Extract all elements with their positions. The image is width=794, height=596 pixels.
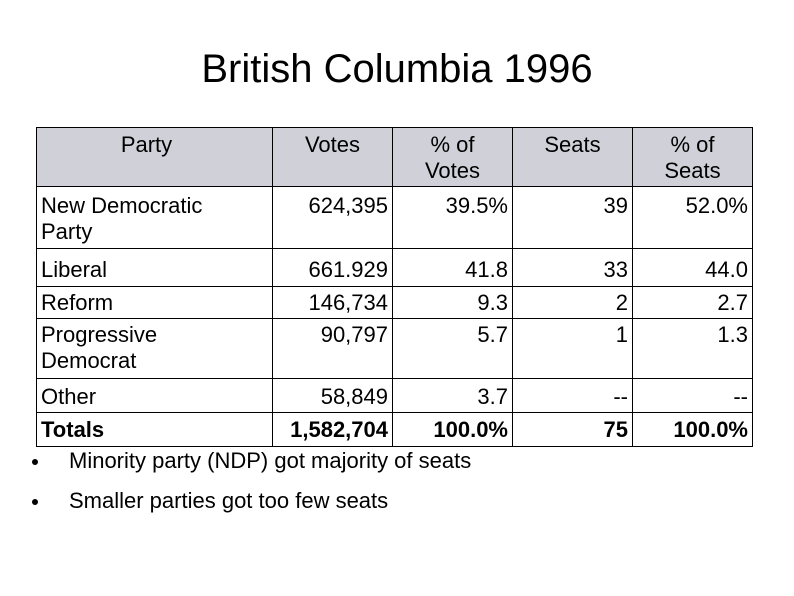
seats-cell: 33 <box>512 248 633 287</box>
totals-pct-votes: 100.0% <box>392 412 513 447</box>
party-cell: Progressive Democrat <box>36 318 273 379</box>
pct-seats-cell: 2.7 <box>632 286 753 319</box>
header-pct-seats: % of Seats <box>632 127 753 187</box>
pct-seats-cell: 1.3 <box>632 318 753 379</box>
bullet-list: Minority party (NDP) got majority of sea… <box>30 448 471 514</box>
bullet-dot-icon <box>32 459 38 465</box>
bullet-text: Minority party (NDP) got majority of sea… <box>69 448 472 473</box>
party-cell: Liberal <box>36 248 273 287</box>
table-row: Reform 146,734 9.3 2 2.7 <box>36 286 753 319</box>
votes-cell: 58,849 <box>272 378 393 413</box>
header-row: Party Votes % of Votes Seats % of Seats <box>36 127 753 187</box>
seats-cell: 2 <box>512 286 633 319</box>
election-results-table: Party Votes % of Votes Seats % of Seats Ne… <box>36 127 753 447</box>
party-cell: New Democratic Party <box>36 186 273 249</box>
totals-votes: 1,582,704 <box>272 412 393 447</box>
seats-cell: 1 <box>512 318 633 379</box>
party-cell: Other <box>36 378 273 413</box>
totals-label: Totals <box>36 412 273 447</box>
slide-title: British Columbia 1996 <box>201 47 593 91</box>
pct-votes-cell: 41.8 <box>392 248 513 287</box>
party-cell: Reform <box>36 286 273 319</box>
header-party: Party <box>36 127 273 187</box>
bullet-item: Smaller parties got too few seats <box>30 488 471 514</box>
table-row: Other 58,849 3.7 -- -- <box>36 378 753 413</box>
seats-cell: -- <box>512 378 633 413</box>
totals-pct-seats: 100.0% <box>632 412 753 447</box>
seats-cell: 39 <box>512 186 633 249</box>
totals-seats: 75 <box>512 412 633 447</box>
bullet-item: Minority party (NDP) got majority of sea… <box>30 448 471 474</box>
votes-cell: 146,734 <box>272 286 393 319</box>
table-row: Liberal 661.929 41.8 33 44.0 <box>36 248 753 287</box>
bullet-dot-icon <box>32 499 38 505</box>
pct-seats-cell: 44.0 <box>632 248 753 287</box>
pct-votes-cell: 3.7 <box>392 378 513 413</box>
pct-seats-cell: -- <box>632 378 753 413</box>
header-pct-votes: % of Votes <box>392 127 513 187</box>
pct-seats-cell: 52.0% <box>632 186 753 249</box>
header-votes: Votes <box>272 127 393 187</box>
totals-row: Totals 1,582,704 100.0% 75 100.0% <box>36 412 753 447</box>
votes-cell: 90,797 <box>272 318 393 379</box>
table-row: New Democratic Party 624,395 39.5% 39 52.… <box>36 186 753 249</box>
votes-cell: 624,395 <box>272 186 393 249</box>
bullet-text: Smaller parties got too few seats <box>69 488 389 513</box>
pct-votes-cell: 5.7 <box>392 318 513 379</box>
pct-votes-cell: 9.3 <box>392 286 513 319</box>
header-seats: Seats <box>512 127 633 187</box>
votes-cell: 661.929 <box>272 248 393 287</box>
table-row: Progressive Democrat 90,797 5.7 1 1.3 <box>36 318 753 379</box>
pct-votes-cell: 39.5% <box>392 186 513 249</box>
